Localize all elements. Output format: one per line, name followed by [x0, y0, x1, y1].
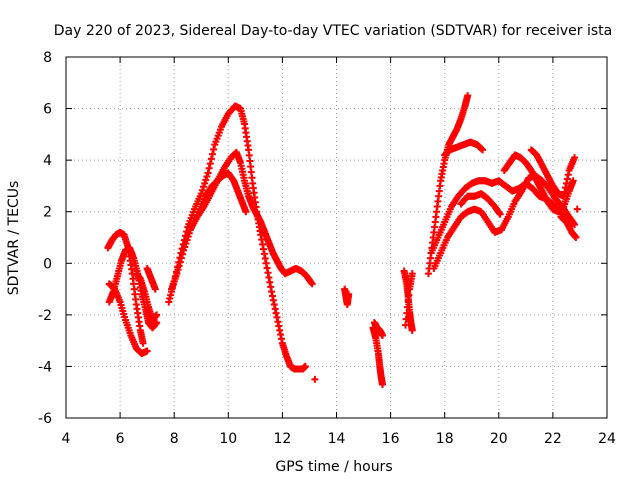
y-tick-label: -2 [38, 308, 52, 324]
data-point [181, 243, 189, 251]
data-point [184, 233, 192, 241]
data-point [198, 186, 206, 194]
data-point [402, 315, 410, 323]
x-tick-label: 14 [328, 431, 346, 447]
data-point [378, 331, 386, 339]
data-point [176, 258, 184, 266]
data-point [203, 172, 211, 180]
x-tick-label: 22 [544, 431, 562, 447]
series-track-3 [105, 280, 151, 358]
data-point [378, 380, 386, 388]
data-point [408, 270, 416, 278]
series-track-11 [369, 324, 386, 388]
data-point [408, 326, 416, 334]
y-tick-label: -6 [38, 411, 52, 427]
data-point [311, 375, 319, 383]
x-tick-label: 20 [490, 431, 508, 447]
series-track-21 [527, 146, 579, 200]
y-tick-label: 8 [43, 50, 52, 66]
data-point [175, 262, 183, 270]
data-point [139, 339, 147, 347]
series-track-19 [457, 190, 504, 218]
x-tick-label: 4 [62, 431, 71, 447]
series-track-9 [311, 375, 319, 383]
data-point [201, 179, 209, 187]
series-track-5 [143, 264, 159, 293]
data-point [404, 297, 412, 305]
series-track-4 [132, 270, 161, 324]
x-tick-label: 16 [382, 431, 400, 447]
series-track-23 [573, 205, 581, 213]
data-point [404, 303, 412, 311]
data-point [179, 250, 187, 258]
series-track-8 [195, 169, 250, 216]
data-point [180, 246, 188, 254]
data-point [200, 183, 208, 191]
data-points [104, 92, 581, 388]
data-point [308, 280, 316, 288]
x-tick-label: 12 [273, 431, 291, 447]
series-track-10 [341, 285, 353, 309]
data-point [569, 177, 577, 185]
data-point [571, 154, 579, 162]
data-point [182, 240, 190, 248]
data-point [143, 347, 151, 355]
data-point [496, 210, 504, 218]
data-point [204, 169, 212, 177]
series-track-20 [500, 151, 577, 216]
x-axis-label: GPS time / hours [275, 459, 392, 475]
data-point [209, 150, 217, 158]
x-tick-label: 10 [219, 431, 237, 447]
data-point [242, 208, 250, 216]
y-axis-label: SDTVAR / TECUs [6, 181, 22, 296]
y-tick-label: -4 [38, 359, 52, 375]
series-track-14 [401, 270, 416, 329]
data-point [401, 321, 409, 329]
data-point [573, 205, 581, 213]
data-point [206, 160, 214, 168]
series-track-12 [370, 319, 386, 339]
x-tick-label: 24 [598, 431, 616, 447]
grid-lines [66, 57, 607, 418]
data-point [403, 309, 411, 317]
data-point [210, 145, 218, 153]
y-tick-label: 0 [43, 256, 52, 272]
series-track-18 [441, 138, 487, 159]
series-track-1 [104, 228, 147, 347]
data-point [153, 319, 161, 327]
data-point [174, 266, 182, 274]
series-track-22 [557, 213, 580, 241]
data-point [173, 270, 181, 278]
data-point [183, 236, 191, 244]
data-point [572, 234, 580, 241]
data-point [177, 254, 185, 262]
data-point [151, 285, 159, 293]
data-point [405, 291, 413, 299]
data-point [153, 311, 161, 319]
y-tick-label: 6 [43, 102, 52, 118]
data-point [479, 146, 487, 154]
y-tick-label: 4 [43, 153, 52, 169]
data-point [464, 92, 472, 100]
data-point [207, 155, 215, 163]
data-point [345, 290, 353, 298]
y-tick-label: 2 [43, 205, 52, 221]
data-point [185, 229, 193, 237]
series-track-17 [430, 172, 579, 272]
x-tick-label: 8 [170, 431, 179, 447]
data-point [202, 176, 210, 184]
x-tick-label: 6 [116, 431, 125, 447]
x-tick-label: 18 [436, 431, 454, 447]
data-point [205, 164, 213, 172]
data-point [301, 362, 309, 370]
data-point [571, 221, 579, 229]
chart-title: Day 220 of 2023, Sidereal Day-to-day VTE… [54, 23, 612, 39]
